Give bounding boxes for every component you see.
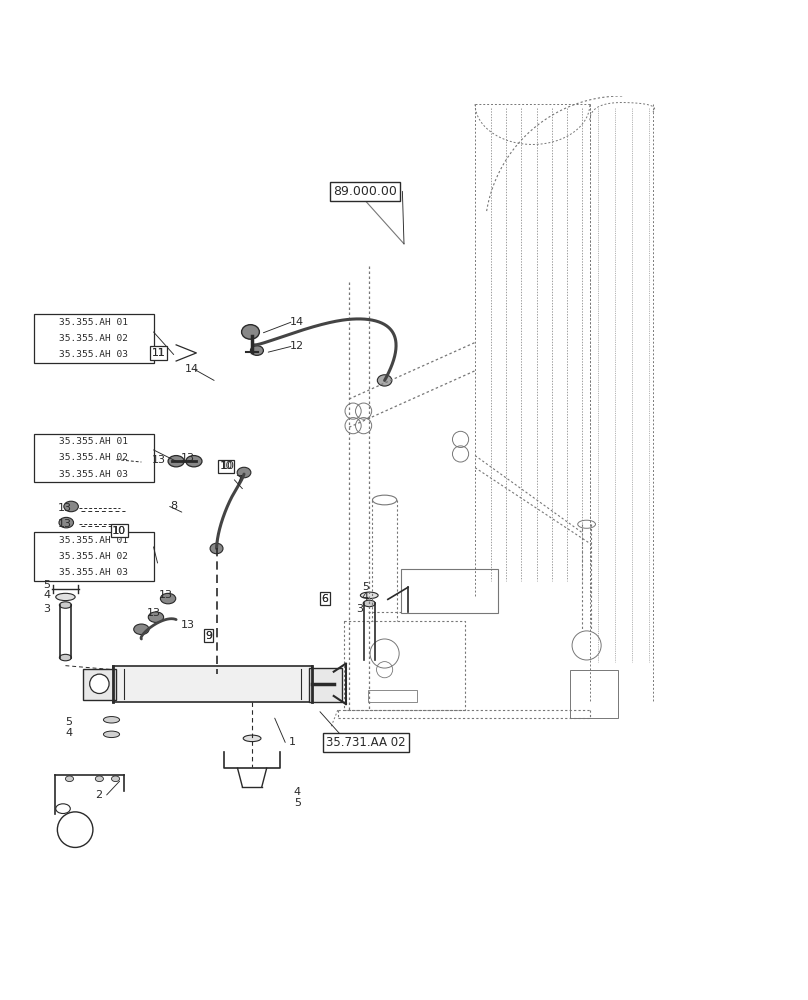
Text: 14: 14 (290, 317, 305, 327)
Text: 9: 9 (205, 631, 212, 641)
Bar (570, 670, 618, 718)
Text: 10: 10 (113, 526, 126, 536)
Text: 2: 2 (95, 790, 102, 800)
Ellipse shape (186, 456, 202, 467)
Ellipse shape (243, 735, 261, 742)
Text: 35.355.AH 01: 35.355.AH 01 (59, 318, 128, 327)
Ellipse shape (133, 624, 149, 635)
Bar (368, 690, 417, 702)
Text: 13: 13 (180, 620, 195, 630)
Ellipse shape (250, 346, 263, 355)
Text: 13: 13 (151, 455, 166, 465)
FancyBboxPatch shape (34, 314, 154, 363)
Ellipse shape (65, 776, 74, 782)
Text: 6: 6 (322, 594, 328, 604)
Text: 4: 4 (362, 592, 368, 602)
Ellipse shape (238, 467, 250, 478)
Ellipse shape (210, 543, 223, 554)
FancyBboxPatch shape (309, 668, 342, 702)
FancyBboxPatch shape (34, 532, 154, 581)
Text: 13: 13 (146, 608, 161, 618)
Text: 35.355.AH 03: 35.355.AH 03 (59, 568, 128, 577)
Text: 11: 11 (151, 348, 166, 358)
Text: 11: 11 (152, 348, 165, 358)
Ellipse shape (168, 456, 184, 467)
Text: 7: 7 (235, 475, 242, 485)
Text: 13: 13 (57, 519, 72, 529)
FancyBboxPatch shape (34, 434, 154, 482)
Ellipse shape (60, 602, 72, 608)
Text: 10: 10 (112, 526, 126, 536)
Text: 14: 14 (185, 364, 200, 374)
Text: 13: 13 (180, 453, 195, 463)
Ellipse shape (60, 654, 72, 661)
Ellipse shape (364, 600, 375, 607)
Bar (401, 569, 498, 613)
Ellipse shape (112, 776, 120, 782)
Text: 12: 12 (290, 341, 305, 351)
Text: 35.355.AH 01: 35.355.AH 01 (59, 437, 128, 446)
Ellipse shape (64, 501, 78, 512)
Text: 13: 13 (57, 503, 72, 513)
Text: 10: 10 (221, 461, 235, 471)
Text: 13: 13 (158, 590, 173, 600)
Ellipse shape (56, 593, 75, 601)
Text: 5: 5 (294, 798, 301, 808)
Text: 35.355.AH 02: 35.355.AH 02 (59, 334, 128, 343)
Text: 5: 5 (44, 580, 50, 590)
Text: 4: 4 (294, 787, 301, 797)
Text: 35.355.AH 03: 35.355.AH 03 (59, 350, 128, 359)
Ellipse shape (377, 375, 392, 386)
Text: 3: 3 (44, 604, 50, 614)
Text: 35.355.AH 02: 35.355.AH 02 (59, 552, 128, 561)
Text: 1: 1 (289, 737, 296, 747)
Text: 6: 6 (322, 594, 328, 604)
Text: 8: 8 (170, 501, 177, 511)
Ellipse shape (103, 717, 120, 723)
Ellipse shape (149, 612, 163, 622)
Ellipse shape (360, 592, 378, 599)
Text: 89.000.00: 89.000.00 (333, 185, 398, 198)
Ellipse shape (59, 517, 74, 528)
Text: 35.355.AH 01: 35.355.AH 01 (59, 536, 128, 545)
Text: 35.355.AH 03: 35.355.AH 03 (59, 470, 128, 479)
Circle shape (90, 674, 109, 694)
Ellipse shape (242, 325, 259, 339)
Ellipse shape (103, 731, 120, 738)
Text: 35.355.AH 02: 35.355.AH 02 (59, 453, 128, 462)
Bar (113, 666, 312, 702)
Text: 5: 5 (65, 717, 72, 727)
Text: 9: 9 (205, 631, 212, 641)
Text: 4: 4 (65, 728, 72, 738)
Ellipse shape (160, 593, 175, 604)
Text: 4: 4 (44, 590, 50, 600)
Text: 3: 3 (356, 604, 363, 614)
Text: 5: 5 (362, 582, 368, 592)
Ellipse shape (95, 776, 103, 782)
Text: 35.731.AA 02: 35.731.AA 02 (326, 736, 406, 749)
FancyBboxPatch shape (83, 669, 116, 700)
Text: 10: 10 (220, 461, 233, 471)
